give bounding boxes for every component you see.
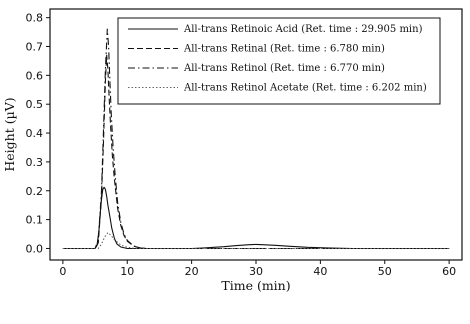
legend-label-2: All-trans Retinal (Ret. time : 6.780 min…	[183, 44, 385, 55]
x-tick-label: 30	[249, 265, 263, 278]
series-line-1	[62, 186, 450, 250]
y-axis-title: Height (µV)	[2, 97, 17, 171]
y-tick-label: 0.5	[26, 98, 44, 111]
series-line-4	[62, 232, 450, 250]
x-tick-label: 10	[120, 265, 134, 278]
x-tick-label: 20	[185, 265, 199, 278]
legend: All-trans Retinoic Acid (Ret. time : 29.…	[117, 17, 441, 105]
y-tick-label: 0.7	[26, 41, 44, 54]
legend-label-1: All-trans Retinoic Acid (Ret. time : 29.…	[183, 24, 423, 35]
x-tick-label: 0	[59, 265, 66, 278]
legend-label-3: All-trans Retinol (Ret. time : 6.770 min…	[183, 63, 385, 74]
y-tick-label: 0.1	[26, 214, 44, 227]
x-tick-label: 50	[378, 265, 392, 278]
series-layer	[62, 28, 450, 250]
legend-entries: All-trans Retinoic Acid (Ret. time : 29.…	[128, 24, 427, 94]
legend-box	[117, 17, 441, 105]
y-tick-label: 0.6	[26, 69, 44, 82]
y-tick-label: 0.4	[26, 127, 44, 140]
y-tick-label: 0.0	[26, 242, 44, 255]
legend-label-4: All-trans Retinol Acetate (Ret. time : 6…	[183, 83, 427, 94]
y-tick-label: 0.2	[26, 185, 44, 198]
x-axis-title: Time (min)	[221, 278, 290, 293]
y-tick-label: 0.3	[26, 156, 44, 169]
x-tick-label: 40	[313, 265, 327, 278]
x-tick-label: 60	[442, 265, 456, 278]
ticks-layer: 0 10 20 30 40 50 60 0.0 0.1 0.2 0.3 0.4 0.5 0.6 0.7 0.8	[26, 12, 457, 278]
series-line-3	[62, 28, 450, 250]
y-tick-label: 0.8	[26, 12, 44, 25]
